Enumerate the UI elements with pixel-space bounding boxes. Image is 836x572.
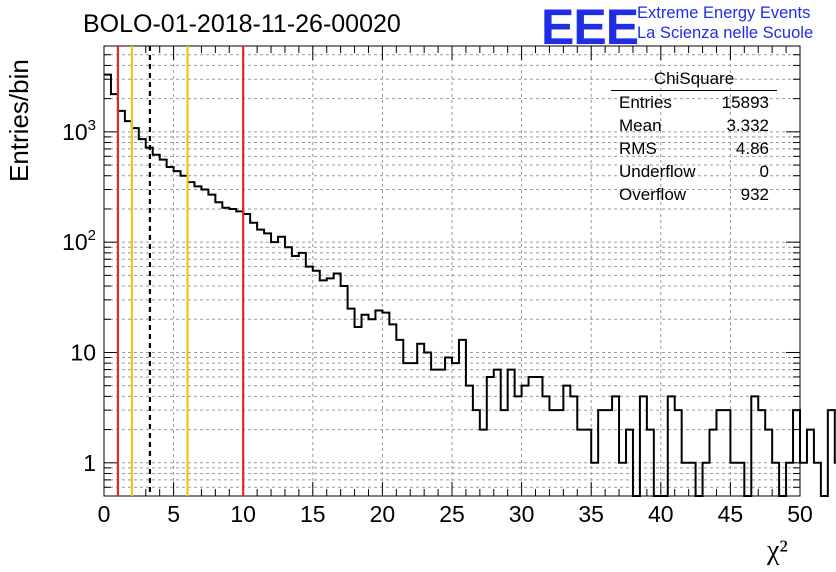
logo-tagline-1: Extreme Energy Events [637, 4, 811, 22]
x-tick-label: 0 [98, 501, 111, 527]
stats-name: ChiSquare [611, 68, 777, 91]
stats-value: 3.332 [726, 116, 769, 135]
chart-title: BOLO-01-2018-11-26-00020 [83, 10, 401, 38]
x-tick-label: 5 [167, 501, 180, 527]
stats-value: 0 [759, 162, 769, 181]
x-axis-label: χ² [767, 535, 788, 566]
y-tick-label: 10 [70, 339, 96, 365]
stats-label: Entries [619, 93, 672, 112]
logo-tagline-2: La Scienza nelle Scuole [637, 24, 814, 42]
y-axis-label: Entries/bin [4, 59, 34, 182]
stats-row: RMS 4.86 [611, 137, 777, 160]
y-tick-label: 1 [83, 450, 96, 476]
stats-row: Entries 15893 [611, 91, 777, 114]
x-tick-label: 50 [787, 501, 813, 527]
stats-row: Underflow 0 [611, 160, 777, 183]
x-tick-label: 30 [509, 501, 535, 527]
eee-logo: EEE [541, 0, 639, 55]
stats-label: Overflow [619, 185, 687, 204]
x-tick-label: 25 [439, 501, 465, 527]
stats-row: Mean 3.332 [611, 114, 777, 137]
y-tick-label: 102 [62, 227, 96, 255]
stats-label: Mean [619, 116, 662, 135]
stats-value: 932 [740, 185, 769, 204]
stats-row: Overflow 932 [611, 183, 777, 206]
x-tick-label: 20 [370, 501, 396, 527]
histogram-line [104, 73, 836, 497]
stats-label: RMS [619, 139, 657, 158]
x-tick-label: 40 [648, 501, 674, 527]
y-tick-label: 103 [62, 117, 96, 145]
x-tick-label: 10 [230, 501, 256, 527]
stats-value: 15893 [721, 93, 769, 112]
x-tick-label: 45 [718, 501, 744, 527]
stats-label: Underflow [619, 162, 696, 181]
x-tick-label: 15 [300, 501, 326, 527]
stats-value: 4.86 [735, 139, 769, 158]
x-tick-label: 35 [578, 501, 604, 527]
stats-box: ChiSquare Entries 15893 Mean 3.332 RMS 4… [611, 68, 777, 206]
